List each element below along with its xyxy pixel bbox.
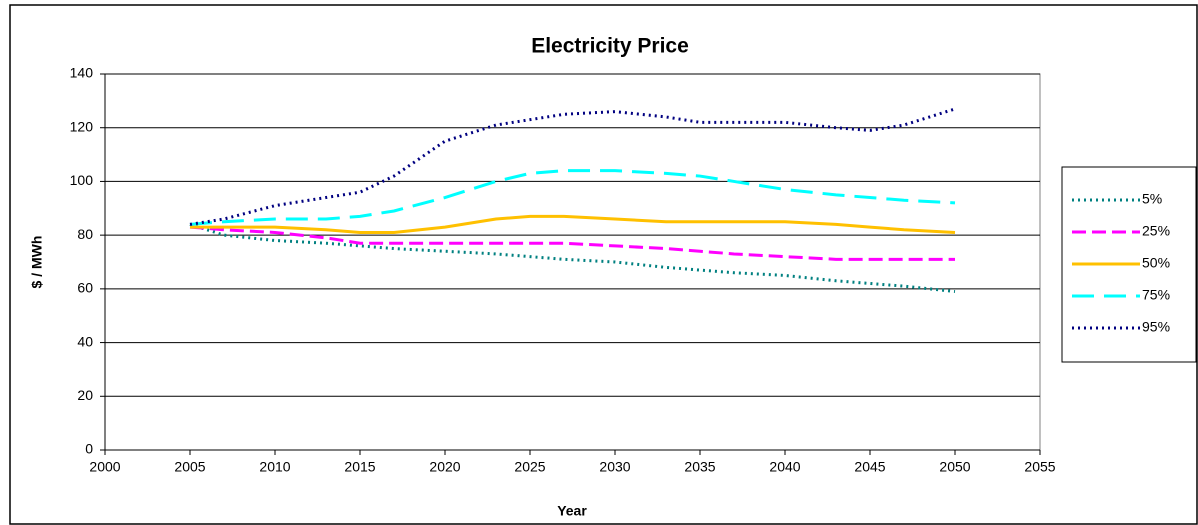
series-line xyxy=(189,222,956,294)
series-line xyxy=(189,107,956,226)
x-tick-label: 2030 xyxy=(599,459,630,475)
legend-label: 5% xyxy=(1142,191,1162,207)
x-tick-label: 2050 xyxy=(939,459,970,475)
x-tick-label: 2020 xyxy=(429,459,460,475)
y-tick-label: 120 xyxy=(70,118,94,134)
x-axis-label: Year xyxy=(557,503,587,519)
x-tick-label: 2000 xyxy=(89,459,120,475)
series-line xyxy=(189,225,955,261)
legend-label: 95% xyxy=(1142,319,1170,335)
legend-label: 50% xyxy=(1142,255,1170,271)
x-tick-label: 2035 xyxy=(684,459,715,475)
x-tick-label: 2045 xyxy=(854,459,885,475)
legend-label: 25% xyxy=(1142,223,1170,239)
plot-area xyxy=(104,73,1041,451)
y-tick-label: 100 xyxy=(70,172,94,188)
x-tick-label: 2025 xyxy=(514,459,545,475)
x-tick-label: 2040 xyxy=(769,459,800,475)
x-tick-label: 2015 xyxy=(344,459,375,475)
y-tick-label: 60 xyxy=(77,280,93,296)
y-tick-label: 80 xyxy=(77,226,93,242)
x-tick-label: 2055 xyxy=(1024,459,1055,475)
y-axis-label: $ / MWh xyxy=(29,236,45,289)
x-tick-label: 2005 xyxy=(174,459,205,475)
y-tick-label: 20 xyxy=(77,387,93,403)
x-tick-label: 2010 xyxy=(259,459,290,475)
legend-label: 75% xyxy=(1142,287,1170,303)
y-tick-label: 140 xyxy=(70,65,94,81)
y-tick-label: 0 xyxy=(85,441,93,457)
y-tick-label: 40 xyxy=(77,333,93,349)
series-line xyxy=(190,214,956,234)
chart-title: Electricity Price xyxy=(531,35,689,58)
series-line xyxy=(189,169,956,226)
